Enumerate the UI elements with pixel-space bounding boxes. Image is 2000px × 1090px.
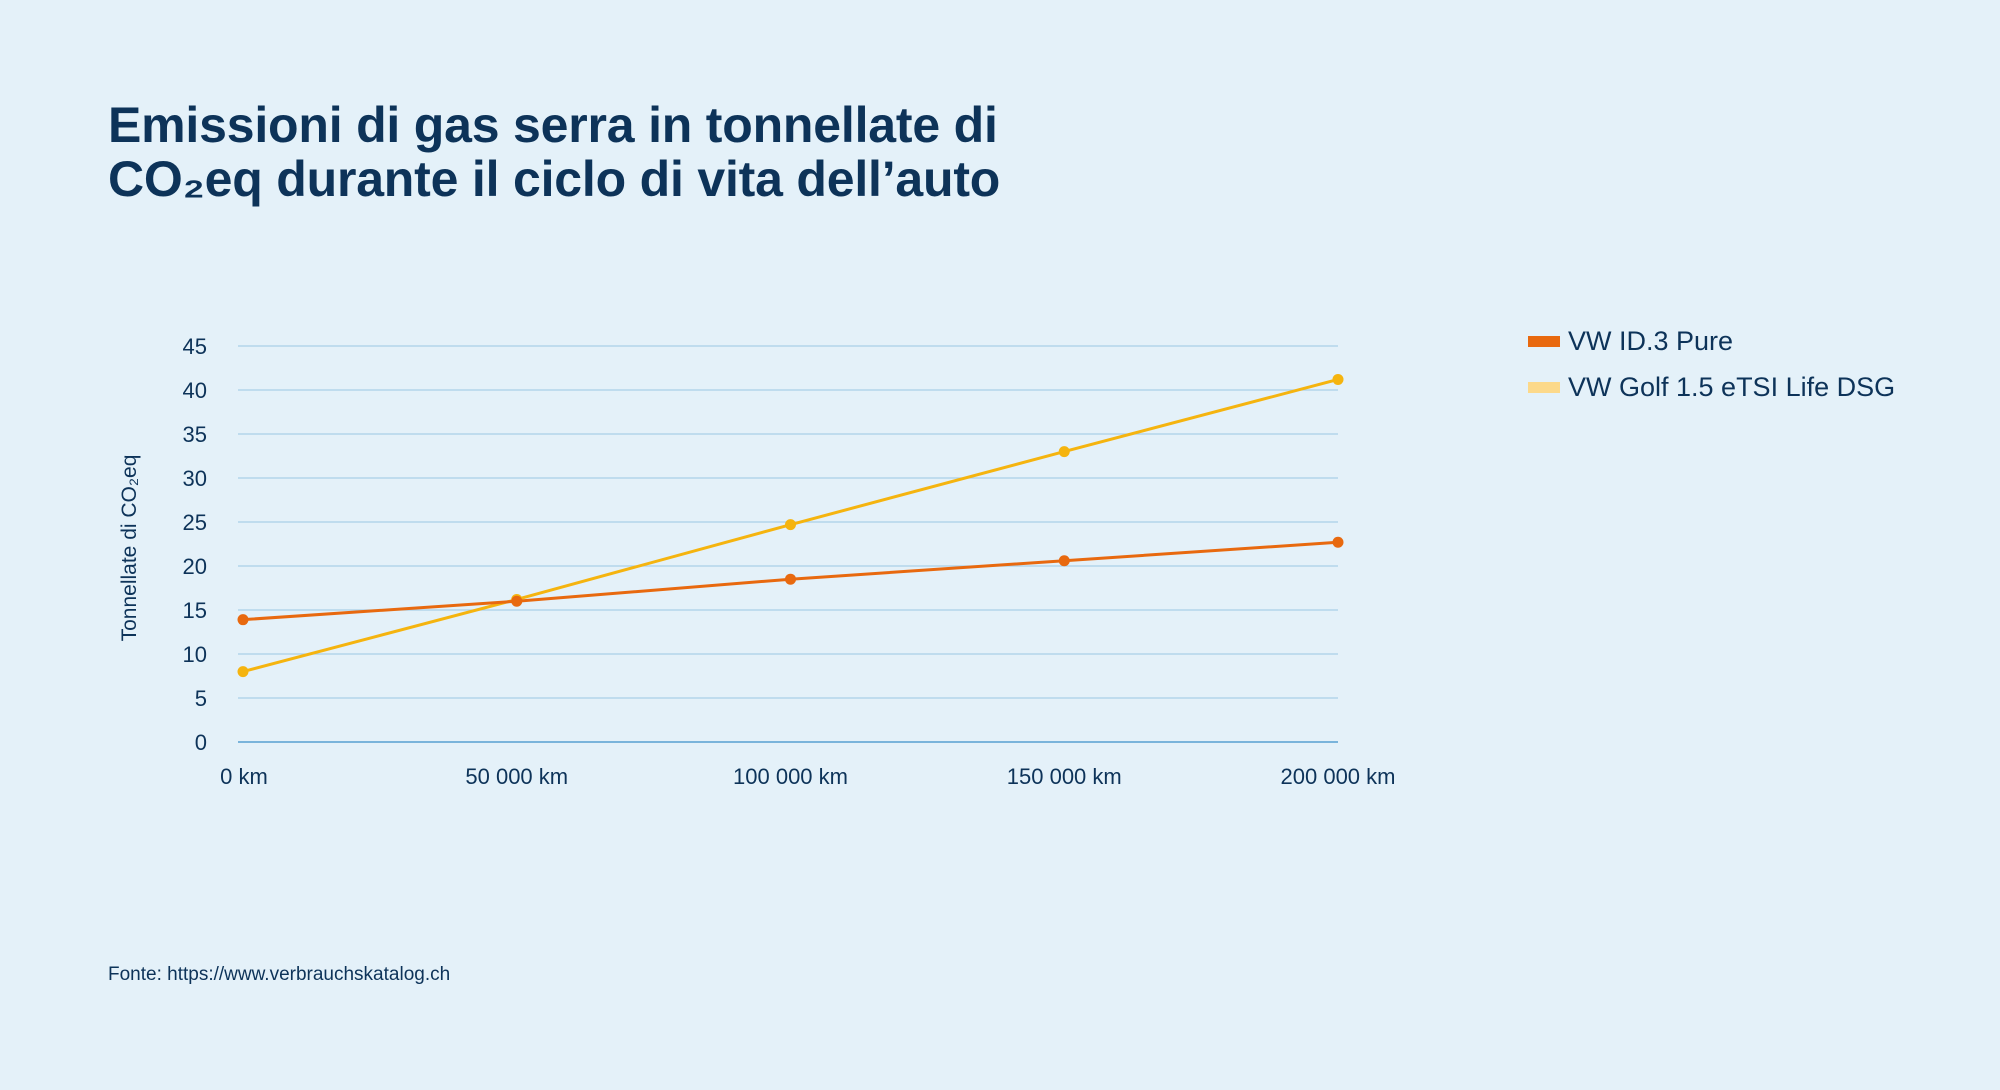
y-tick-label: 35 (183, 422, 207, 447)
y-tick-label: 15 (183, 598, 207, 623)
x-tick-label: 50 000 km (465, 764, 568, 789)
data-point (785, 519, 796, 531)
legend-label: VW Golf 1.5 eTSI Life DSG (1568, 371, 1896, 402)
x-axis-ticks: 0 km 50 000 km 100 000 km 150 000 km 200 000… (220, 764, 1395, 789)
series-layer (237, 373, 1344, 678)
y-tick-label: 45 (183, 334, 207, 359)
y-tick-label: 5 (195, 686, 207, 711)
y-tick-label: 20 (183, 554, 207, 579)
data-point (1332, 373, 1344, 385)
data-point (1058, 446, 1070, 458)
y-axis-label: Tonnellate di CO₂eq (118, 455, 141, 642)
x-tick-label: 0 km (220, 764, 268, 789)
chart-title-line-2: CO₂eq durante il ciclo di vita dell’auto (108, 151, 1001, 207)
legend-item: VW ID.3 Pure (1528, 318, 1895, 364)
legend-swatch (1528, 381, 1560, 393)
x-tick-label: 200 000 km (1281, 764, 1396, 789)
x-tick-label: 100 000 km (733, 764, 848, 789)
data-point (785, 573, 796, 585)
gridlines (238, 345, 1338, 743)
y-tick-label: 10 (183, 642, 207, 667)
series-id3-pure (237, 536, 1344, 626)
y-tick-label: 30 (183, 466, 207, 491)
data-point (1332, 536, 1344, 548)
chart-title: Emissioni di gas serra in tonnellate di … (108, 98, 1000, 206)
legend-swatch (1528, 335, 1560, 347)
data-point (237, 614, 249, 626)
chart-title-line-1: Emissioni di gas serra in tonnellate di (108, 97, 998, 153)
data-point (237, 666, 249, 678)
legend-item: VW Golf 1.5 eTSI Life DSG (1528, 364, 1895, 410)
legend-label: VW ID.3 Pure (1568, 325, 1734, 356)
data-point (1058, 555, 1070, 567)
series-golf-etsi (237, 373, 1344, 678)
y-tick-label: 0 (195, 730, 207, 755)
y-axis-ticks: 0 5 10 15 20 25 30 35 40 45 (183, 334, 207, 755)
source-note: Fonte: https://www.verbrauchskatalog.ch (108, 964, 451, 985)
y-tick-label: 25 (183, 510, 207, 535)
y-tick-label: 40 (183, 378, 207, 403)
data-point (511, 595, 523, 607)
legend: VW ID.3 Pure VW Golf 1.5 eTSI Life DSG (1528, 318, 1895, 410)
x-tick-label: 150 000 km (1007, 764, 1122, 789)
